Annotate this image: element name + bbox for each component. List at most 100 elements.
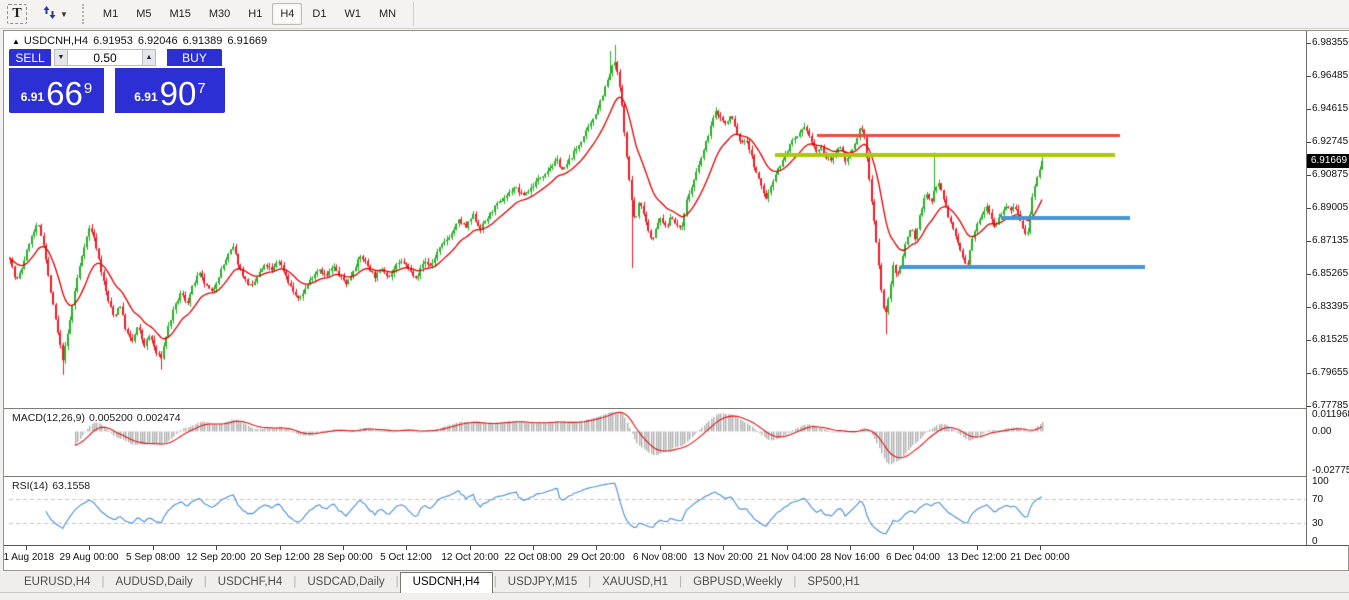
price-axis-tick — [1307, 274, 1311, 275]
chart-arrange-dropdown[interactable]: ▼ — [34, 3, 76, 25]
panel-splitter[interactable] — [4, 408, 1348, 409]
price-axis-label: 6.96485 — [1312, 70, 1349, 81]
price-axis-label: 6.92745 — [1312, 136, 1349, 147]
time-axis-tick — [1040, 546, 1041, 550]
price-axis-tick — [1307, 406, 1311, 407]
price-axis-tick — [1307, 241, 1311, 242]
macd-axis-label: -0.027758 — [1312, 465, 1349, 476]
ohlc-open: 6.91953 — [93, 35, 133, 47]
chart-tab-USDCNH-H4[interactable]: USDCNH,H4 — [399, 572, 493, 593]
timeframe-button-MN[interactable]: MN — [378, 8, 397, 20]
chart-tab-SP500-H1[interactable]: SP500,H1 — [807, 576, 860, 588]
toolbar-grip[interactable] — [81, 4, 87, 24]
text-tool-button[interactable]: T — [7, 4, 27, 24]
timeframe-toolbar: M1 M5 M15 M30 H1 H4 D1 W1 MN — [94, 3, 405, 25]
time-axis-label: 13 Dec 12:00 — [947, 552, 1007, 563]
timeframe-button-M30[interactable]: M30 — [208, 8, 231, 20]
time-axis-label: 28 Sep 00:00 — [313, 552, 373, 563]
ohlc-close: 6.91669 — [227, 35, 268, 47]
time-axis-tick — [89, 546, 90, 550]
time-axis-tick — [280, 546, 281, 550]
time-axis-tick — [977, 546, 978, 550]
tab-separator: | — [793, 576, 797, 588]
rsi-axis-label: 30 — [1312, 518, 1324, 529]
collapse-triangle-icon[interactable]: ▲ — [12, 37, 20, 46]
tab-separator: | — [395, 576, 399, 588]
buy-button[interactable]: BUY — [167, 49, 222, 66]
time-axis-label: 12 Oct 20:00 — [441, 552, 499, 563]
current-price-badge: 6.91669 — [1307, 154, 1349, 168]
chart-tab-GBPUSD-Weekly[interactable]: GBPUSD,Weekly — [693, 576, 783, 588]
time-axis-label: 20 Sep 12:00 — [250, 552, 310, 563]
price-axis-label: 6.77785 — [1312, 400, 1349, 411]
rsi-axis-label: 100 — [1312, 476, 1329, 487]
price-axis-label: 6.87135 — [1312, 235, 1349, 246]
time-axis-tick — [850, 546, 851, 550]
chart-tabs-bar: EURUSD,H4 | AUDUSD,Daily | USDCHF,H4 | USDCAD,… — [0, 572, 1349, 593]
timeframe-button-M5[interactable]: M5 — [136, 8, 152, 20]
timeframe-button-M1[interactable]: M1 — [102, 8, 119, 20]
chart-tab-USDCHF-H4[interactable]: USDCHF,H4 — [217, 576, 283, 588]
volume-increase-button[interactable]: ▲ — [142, 49, 156, 66]
timeframe-button-W1[interactable]: W1 — [344, 8, 361, 20]
time-axis-label: 5 Oct 12:00 — [380, 552, 432, 563]
chart-tab-AUDUSD-Daily[interactable]: AUDUSD,Daily — [115, 576, 193, 588]
buy-price-button[interactable]: 6.91 90 7 — [115, 68, 225, 113]
timeframe-button-D1[interactable]: D1 — [312, 8, 327, 20]
buy-price-big: 90 — [159, 75, 197, 112]
rsi-indicator-label: RSI(14) 63.1558 — [12, 480, 91, 492]
tab-separator: | — [203, 576, 207, 588]
price-axis-tick — [1307, 340, 1311, 341]
price-axis-label: 6.83395 — [1312, 301, 1349, 312]
macd-panel-canvas[interactable] — [9, 410, 1306, 476]
main-chart-canvas[interactable] — [9, 31, 1306, 408]
sell-button[interactable]: SELL — [9, 49, 51, 66]
sell-price-big: 66 — [46, 75, 83, 112]
time-axis-line — [4, 545, 1348, 546]
timeframe-button-H1[interactable]: H1 — [248, 8, 263, 20]
time-axis-label: 29 Aug 00:00 — [59, 552, 119, 563]
tab-separator: | — [493, 576, 497, 588]
one-click-trading-panel: SELL ▼ ▲ BUY 6.91 66 9 6.91 90 7 — [9, 49, 225, 113]
price-axis-tick — [1307, 175, 1311, 176]
rsi-axis-label: 0 — [1312, 536, 1318, 547]
sell-price-button[interactable]: 6.91 66 9 — [9, 68, 104, 113]
time-axis-tick — [787, 546, 788, 550]
time-axis[interactable]: 21 Aug 2018 29 Aug 00:00 5 Sep 08:00 12 Sep… — [4, 546, 1306, 570]
time-axis-label: 6 Nov 08:00 — [633, 552, 687, 563]
timeframe-button-M15[interactable]: M15 — [169, 8, 191, 20]
volume-decrease-button[interactable]: ▼ — [54, 49, 68, 66]
volume-input[interactable] — [68, 49, 142, 66]
chart-tab-XAUUSD-H1[interactable]: XAUUSD,H1 — [602, 576, 669, 588]
time-axis-label: 12 Sep 20:00 — [186, 552, 246, 563]
chart-window: ▲ USDCNH,H4 6.91953 6.92046 6.91389 6.91669 S… — [3, 30, 1349, 571]
panel-splitter[interactable] — [4, 476, 1348, 477]
rsi-axis-label: 70 — [1312, 494, 1324, 505]
rsi-panel-canvas[interactable] — [9, 478, 1306, 545]
tab-separator: | — [679, 576, 683, 588]
toolbar: T ▼ M1 M5 M15 M30 H1 H4 D1 W1 MN — [0, 0, 1349, 29]
buy-price-prefix: 6.91 — [134, 90, 158, 104]
swap-arrows-icon — [42, 5, 57, 23]
time-axis-label: 21 Aug 2018 — [4, 552, 55, 563]
price-axis-label: 6.81525 — [1312, 334, 1349, 345]
timeframe-button-H4[interactable]: H4 — [272, 3, 303, 25]
time-axis-label: 13 Nov 20:00 — [693, 552, 753, 563]
chart-title: ▲ USDCNH,H4 6.91953 6.92046 6.91389 6.91669 — [12, 35, 272, 47]
price-axis[interactable]: 6.98355 6.96485 6.94615 6.92745 6.90875 6.890… — [1306, 31, 1349, 547]
chart-tab-USDCAD-Daily[interactable]: USDCAD,Daily — [307, 576, 385, 588]
time-axis-tick — [660, 546, 661, 550]
tab-separator: | — [293, 576, 297, 588]
time-axis-tick — [343, 546, 344, 550]
chart-tab-EURUSD-H4[interactable]: EURUSD,H4 — [24, 576, 91, 588]
price-axis-tick — [1307, 208, 1311, 209]
sell-price-prefix: 6.91 — [20, 90, 45, 104]
time-axis-label: 22 Oct 08:00 — [504, 552, 562, 563]
time-axis-tick — [723, 546, 724, 550]
time-axis-tick — [470, 546, 471, 550]
chart-tab-USDJPY-M15[interactable]: USDJPY,M15 — [507, 576, 578, 588]
toolbar-separator — [413, 2, 415, 26]
macd-axis-label: 0.011968 — [1312, 409, 1349, 420]
price-axis-label: 6.89005 — [1312, 202, 1349, 213]
